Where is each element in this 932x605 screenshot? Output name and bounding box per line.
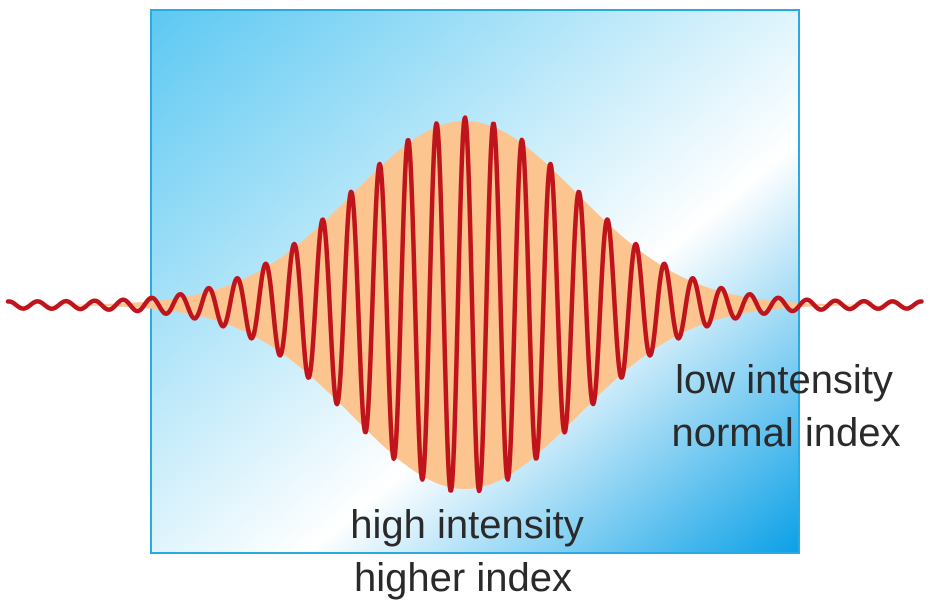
pulse-envelope xyxy=(8,121,922,489)
high-intensity-label: high intensity xyxy=(350,503,583,547)
light-wave xyxy=(5,115,924,494)
normal-index-label: normal index xyxy=(671,411,900,455)
higher-index-label: higher index xyxy=(354,556,572,600)
low-intensity-label: low intensity xyxy=(675,358,893,402)
